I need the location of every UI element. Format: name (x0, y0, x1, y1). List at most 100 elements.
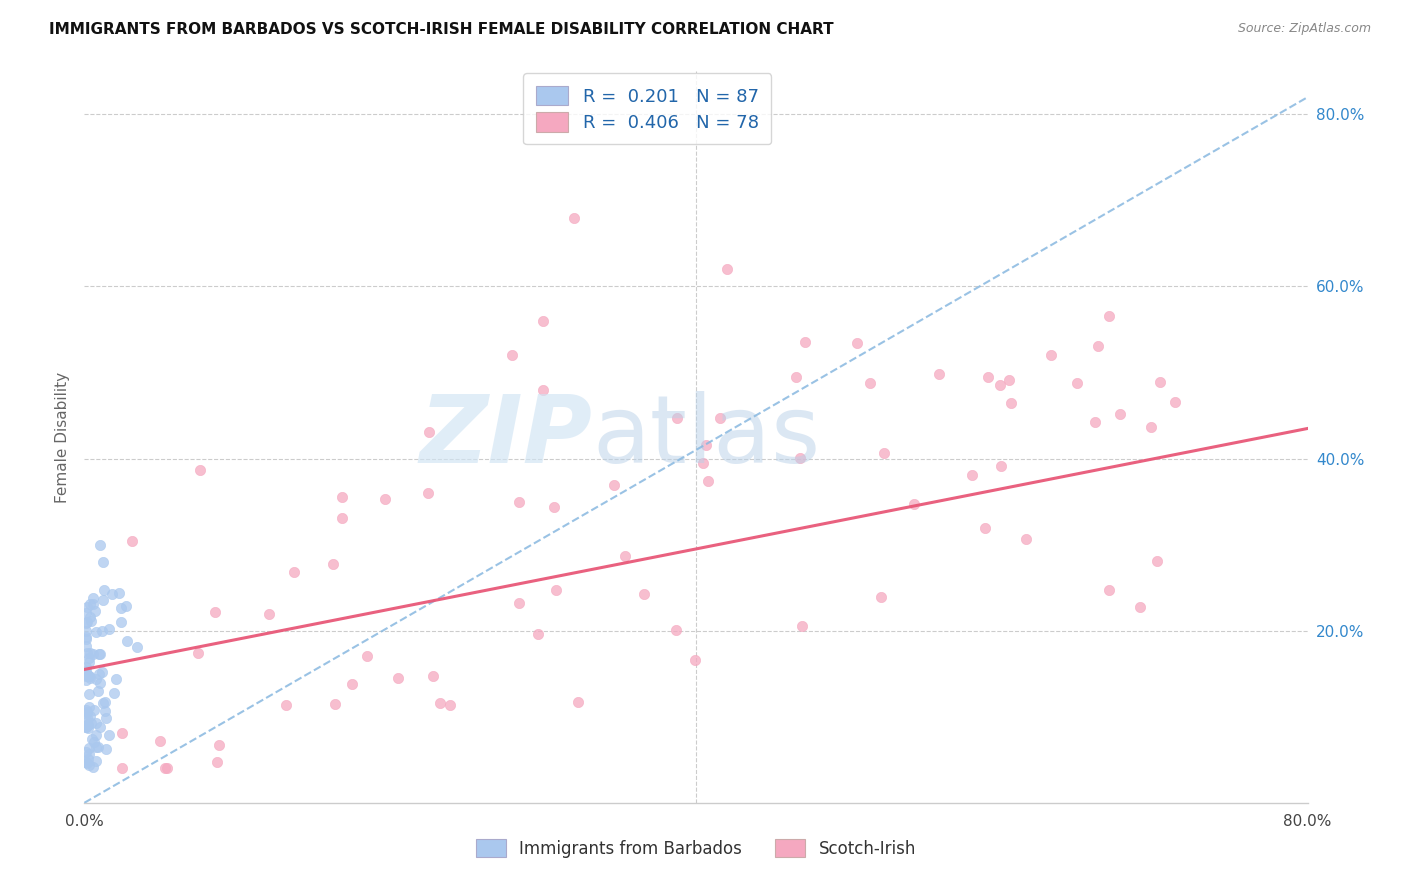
Point (603, 477, 626, 491)
Point (418, 425, 440, 439)
Point (1066, 376, 1088, 390)
Point (544, 583, 567, 598)
Point (79, 709, 101, 723)
Point (82, 647, 104, 661)
Point (75, 606, 97, 620)
Point (794, 335, 817, 350)
Point (77, 669, 100, 683)
Point (76, 718, 98, 732)
Point (87, 684, 110, 698)
Point (508, 596, 530, 610)
Point (997, 373, 1019, 387)
Point (990, 458, 1012, 473)
Point (77, 718, 100, 732)
Point (115, 634, 138, 648)
Point (1164, 395, 1187, 409)
Point (75, 745, 97, 759)
Point (188, 462, 211, 476)
Point (97, 622, 120, 636)
Point (84, 754, 107, 768)
Point (110, 615, 132, 630)
Point (107, 586, 129, 600)
Point (84, 728, 107, 742)
Point (89, 538, 111, 552)
Point (103, 686, 125, 700)
Point (80, 732, 103, 747)
Point (80, 614, 103, 628)
Point (79, 671, 101, 685)
Point (283, 565, 305, 579)
Point (257, 607, 280, 621)
Point (84, 604, 107, 618)
Point (785, 369, 807, 384)
Point (527, 626, 550, 640)
Point (82, 760, 104, 774)
Point (76, 705, 98, 719)
Point (75, 717, 97, 731)
Text: atlas: atlas (592, 391, 820, 483)
Point (75, 616, 97, 631)
Point (1140, 420, 1163, 434)
Point (77, 741, 100, 756)
Point (340, 677, 363, 691)
Point (104, 672, 127, 686)
Text: ZIP: ZIP (419, 391, 592, 483)
Point (322, 557, 344, 571)
Point (77, 700, 100, 714)
Point (614, 549, 637, 564)
Point (101, 587, 124, 601)
Point (422, 669, 444, 683)
Point (75, 669, 97, 683)
Point (356, 648, 378, 663)
Point (502, 348, 524, 362)
Point (91, 696, 114, 710)
Point (709, 411, 731, 425)
Point (846, 336, 869, 351)
Point (79, 610, 101, 624)
Point (960, 467, 983, 482)
Point (543, 500, 565, 515)
Point (633, 587, 655, 601)
Point (1087, 339, 1109, 353)
Point (1084, 415, 1107, 429)
Point (97, 728, 120, 742)
Point (665, 410, 688, 425)
Point (91, 665, 114, 679)
Point (1040, 348, 1063, 362)
Point (276, 698, 298, 713)
Point (94, 695, 117, 709)
Point (1098, 583, 1121, 598)
Point (562, 211, 585, 225)
Point (114, 599, 136, 614)
Point (84, 715, 107, 730)
Point (870, 591, 893, 605)
Y-axis label: Female Disability: Female Disability (55, 371, 70, 503)
Point (1098, 309, 1121, 323)
Point (91, 555, 114, 569)
Point (156, 761, 179, 775)
Point (76, 667, 98, 681)
Point (84, 672, 107, 686)
Point (89, 721, 111, 735)
Point (1146, 553, 1168, 567)
Point (697, 474, 720, 488)
Point (82, 591, 104, 605)
Point (75, 630, 97, 644)
Point (77, 669, 100, 683)
Point (977, 370, 1000, 384)
Point (508, 495, 530, 509)
Point (205, 755, 228, 769)
Point (76, 600, 98, 615)
Point (187, 646, 209, 660)
Text: IMMIGRANTS FROM BARBADOS VS SCOTCH-IRISH FEMALE DISABILITY CORRELATION CHART: IMMIGRANTS FROM BARBADOS VS SCOTCH-IRISH… (49, 22, 834, 37)
Point (859, 376, 882, 390)
Point (531, 314, 554, 328)
Point (928, 368, 950, 382)
Point (75, 660, 97, 674)
Point (75, 632, 97, 647)
Point (790, 618, 813, 632)
Point (439, 698, 461, 712)
Point (207, 738, 229, 752)
Point (873, 445, 896, 459)
Point (93, 583, 115, 598)
